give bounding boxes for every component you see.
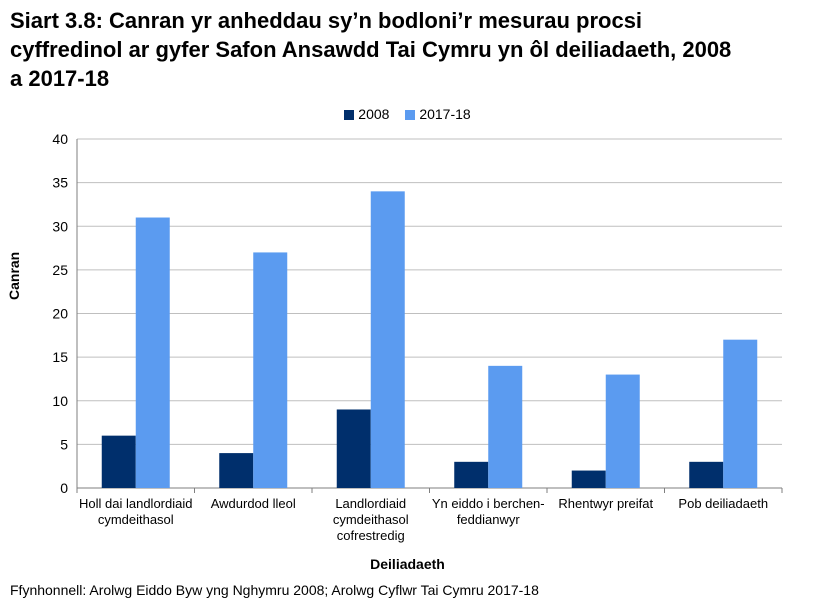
bar-2008-1: [219, 453, 254, 488]
bar-2017-18-1: [253, 252, 288, 488]
y-tick-label: 20: [52, 306, 68, 322]
x-category-label-line: Holl dai landlordiaid: [79, 496, 193, 511]
x-category-label: Yn eiddo i berchen-feddianwyr: [428, 496, 548, 528]
x-category-label-line: cofrestredig: [336, 528, 405, 543]
bar-2008-5: [689, 461, 724, 488]
chart-title: Siart 3.8: Canran yr anheddau sy’n bodlo…: [10, 6, 810, 93]
legend-item-2017-18: 2017-18: [405, 106, 471, 122]
y-tick-label: 0: [60, 480, 68, 496]
y-tick-label: 35: [52, 175, 68, 191]
x-category-label-line: Landlordiaid: [335, 496, 407, 511]
legend-swatch-2017-18: [405, 110, 416, 121]
chart-legend: 2008 2017-18: [0, 106, 815, 122]
chart-title-line-2: cyffredinol ar gyfer Safon Ansawdd Tai C…: [10, 37, 732, 62]
x-category-label-line: cymdeithasol: [97, 512, 174, 527]
x-category-label: Awdurdod lleol: [193, 496, 313, 512]
x-category-label: Landlordiaid cymdeithasol cofrestredig: [311, 496, 431, 544]
bar-2017-18-2: [370, 191, 405, 488]
bar-2017-18-4: [605, 374, 640, 488]
y-tick-label: 15: [52, 349, 68, 365]
x-category-label: Rhentwyr preifat: [546, 496, 666, 512]
bar-2008-0: [101, 435, 136, 488]
x-category-label-line: feddianwyr: [456, 512, 520, 527]
legend-swatch-2008: [344, 110, 355, 121]
x-category-label-line: Rhentwyr preifat: [558, 496, 654, 511]
x-category-label-line: Awdurdod lleol: [210, 496, 296, 511]
legend-item-2008: 2008: [344, 106, 389, 122]
x-category-label: Pob deiliadaeth: [663, 496, 783, 512]
bar-2017-18-5: [723, 339, 758, 488]
y-tick-label: 30: [52, 218, 68, 234]
bar-2017-18-0: [135, 217, 170, 488]
chart-title-line-3: a 2017-18: [10, 66, 110, 91]
y-tick-label: 5: [60, 436, 68, 452]
x-axis-title: Deiliadaeth: [370, 556, 445, 572]
source-note: Ffynhonnell: Arolwg Eiddo Byw yng Nghymr…: [10, 582, 539, 598]
legend-label-2008: 2008: [358, 106, 390, 122]
bar-2017-18-3: [488, 365, 523, 488]
chart-title-line-1: Siart 3.8: Canran yr anheddau sy’n bodlo…: [10, 8, 643, 33]
x-category-label: Holl dai landlordiaid cymdeithasol: [76, 496, 196, 528]
bar-2008-2: [336, 409, 371, 488]
y-tick-label: 25: [52, 262, 68, 278]
y-tick-label: 40: [52, 131, 68, 147]
bar-2008-3: [454, 461, 489, 488]
x-category-label-line: Yn eiddo i berchen-: [431, 496, 545, 511]
y-tick-label: 10: [52, 393, 68, 409]
x-category-label-line: Pob deiliadaeth: [678, 496, 769, 511]
bar-2008-4: [571, 470, 606, 488]
legend-label-2017-18: 2017-18: [419, 106, 471, 122]
y-axis-title: Canran: [6, 251, 22, 300]
x-category-label-line: cymdeithasol: [332, 512, 409, 527]
